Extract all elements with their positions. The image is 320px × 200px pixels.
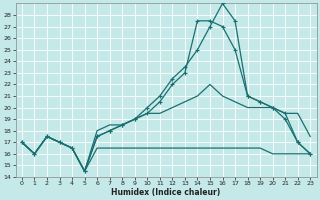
X-axis label: Humidex (Indice chaleur): Humidex (Indice chaleur) xyxy=(111,188,221,197)
